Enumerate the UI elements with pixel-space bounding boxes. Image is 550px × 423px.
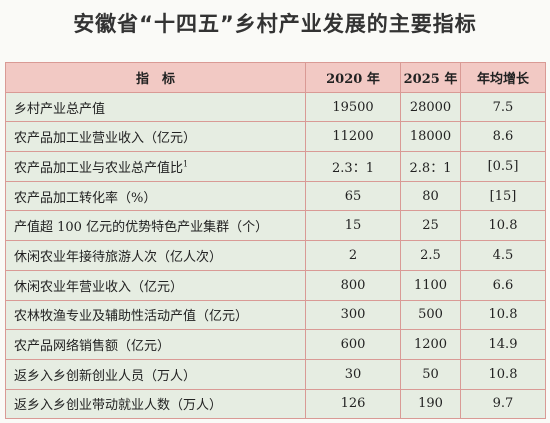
table-row: 农产品网络销售额（亿元） 600 1200 14.9 <box>5 329 546 360</box>
indicator-cell: 返乡入乡创新创业人员（万人） <box>5 358 306 390</box>
value-cell: 14.9 <box>460 329 546 360</box>
value-cell: 1200 <box>400 329 461 360</box>
indicator-cell: 休闲农业年接待旅游人次（亿人次） <box>5 240 306 271</box>
header-cell: 指 标 <box>5 62 306 93</box>
indicator-name: 农产品加工业营业收入（亿元） <box>14 131 197 147</box>
indicator-cell: 休闲农业年营业收入（亿元） <box>5 269 306 301</box>
indicator-name: 乡村产业总产值 <box>14 101 106 117</box>
table-row: 返乡入乡创新创业人员（万人） 30 50 10.8 <box>5 358 546 390</box>
indicator-name: 休闲农业年营业收入（亿元） <box>14 279 184 295</box>
indicator-cell: 农产品加工转化率（%） <box>5 180 306 212</box>
value-cell: 10.8 <box>460 299 546 331</box>
indicator-cell: 农产品加工业营业收入（亿元） <box>5 121 306 153</box>
footnote-mark: 1 <box>183 159 189 169</box>
table-row: 休闲农业年营业收入（亿元） 800 1100 6.6 <box>5 269 546 301</box>
indicator-table: 指 标 2020 年 2025 年年均增长 乡村产业总产值 19500 28000 7.5… <box>5 62 546 420</box>
value-cell: 25 <box>400 210 461 242</box>
table-row: 返乡入乡创业带动就业人数（万人） 126 190 9.7 <box>5 388 546 420</box>
value-cell: 50 <box>400 358 461 390</box>
value-cell: 18000 <box>400 121 461 153</box>
value-cell: [15] <box>460 180 546 212</box>
value-cell: 2.3：1 <box>305 151 401 182</box>
table-body: 乡村产业总产值 19500 28000 7.5 农产品加工业营业收入（亿元） 11200 1… <box>5 91 546 420</box>
value-cell: 8.6 <box>460 121 546 153</box>
indicator-name: 产值超 100 亿元的优势特色产业集群（个） <box>14 220 269 236</box>
value-cell: 1100 <box>400 269 461 301</box>
value-cell: 126 <box>305 388 401 420</box>
indicator-name: 休闲农业年接待旅游人次（亿人次） <box>14 249 223 265</box>
value-cell: 11200 <box>305 121 401 153</box>
table-row: 农产品加工业营业收入（亿元） 11200 18000 8.6 <box>5 121 546 153</box>
value-cell: 500 <box>400 299 461 331</box>
value-cell: 7.5 <box>460 91 546 123</box>
value-cell: 10.8 <box>460 358 546 390</box>
indicator-name: 返乡入乡创业带动就业人数（万人） <box>14 398 223 414</box>
value-cell: 80 <box>400 180 461 212</box>
title: 安徽省“十四五”乡村产业发展的主要指标 <box>73 12 477 36</box>
header-cell: 2020 年 <box>305 62 401 93</box>
table-row: 休闲农业年接待旅游人次（亿人次） 2 2.5 4.5 <box>5 240 546 271</box>
value-cell: 800 <box>305 269 401 301</box>
indicator-name: 农产品加工业与农业总产值比 <box>14 160 184 176</box>
value-cell: 300 <box>305 299 401 331</box>
indicator-name: 农林牧渔专业及辅助性活动产值（亿元） <box>14 309 249 325</box>
value-cell: 28000 <box>400 91 461 123</box>
table-row: 农产品加工业与农业总产值比1 2.3：1 2.8：1 [0.5] <box>5 151 546 182</box>
indicator-cell: 返乡入乡创业带动就业人数（万人） <box>5 388 306 420</box>
header-cell: 2025 年 <box>400 62 461 93</box>
value-cell: 65 <box>305 180 401 212</box>
header-cell: 年均增长 <box>460 62 546 93</box>
value-cell: 4.5 <box>460 240 546 271</box>
indicator-name: 返乡入乡创新创业人员（万人） <box>14 368 197 384</box>
value-cell: 6.6 <box>460 269 546 301</box>
table-row: 农产品加工转化率（%） 65 80 [15] <box>5 180 546 212</box>
value-cell: 9.7 <box>460 388 546 420</box>
value-cell: 190 <box>400 388 461 420</box>
indicator-cell: 产值超 100 亿元的优势特色产业集群（个） <box>5 210 306 242</box>
value-cell: 10.8 <box>460 210 546 242</box>
value-cell: 2 <box>305 240 401 271</box>
value-cell: 2.5 <box>400 240 461 271</box>
indicator-cell: 农产品网络销售额（亿元） <box>5 329 306 360</box>
indicator-cell: 农产品加工业与农业总产值比1 <box>5 151 306 182</box>
table-row: 乡村产业总产值 19500 28000 7.5 <box>5 91 546 123</box>
value-cell: [0.5] <box>460 151 546 182</box>
value-cell: 2.8：1 <box>400 151 461 182</box>
table-row: 农林牧渔专业及辅助性活动产值（亿元） 300 500 10.8 <box>5 299 546 331</box>
header-row: 指 标 2020 年 2025 年年均增长 <box>5 62 546 93</box>
indicator-name: 农产品网络销售额（亿元） <box>14 339 171 355</box>
value-cell: 15 <box>305 210 401 242</box>
table-row: 产值超 100 亿元的优势特色产业集群（个） 15 25 10.8 <box>5 210 546 242</box>
value-cell: 19500 <box>305 91 401 123</box>
value-cell: 600 <box>305 329 401 360</box>
indicator-cell: 乡村产业总产值 <box>5 91 306 123</box>
value-cell: 30 <box>305 358 401 390</box>
indicator-name: 农产品加工转化率（%） <box>14 190 157 206</box>
indicator-cell: 农林牧渔专业及辅助性活动产值（亿元） <box>5 299 306 331</box>
